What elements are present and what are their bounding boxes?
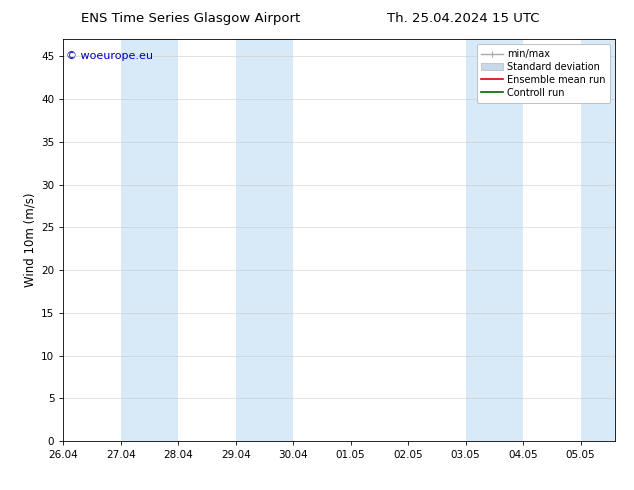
Legend: min/max, Standard deviation, Ensemble mean run, Controll run: min/max, Standard deviation, Ensemble me… <box>477 44 610 102</box>
Text: Th. 25.04.2024 15 UTC: Th. 25.04.2024 15 UTC <box>387 12 539 25</box>
Bar <box>465 39 523 441</box>
Bar <box>236 39 293 441</box>
Text: ENS Time Series Glasgow Airport: ENS Time Series Glasgow Airport <box>81 12 300 25</box>
Bar <box>581 39 615 441</box>
Text: © woeurope.eu: © woeurope.eu <box>66 51 153 61</box>
Bar <box>121 39 178 441</box>
Y-axis label: Wind 10m (m/s): Wind 10m (m/s) <box>24 193 37 287</box>
